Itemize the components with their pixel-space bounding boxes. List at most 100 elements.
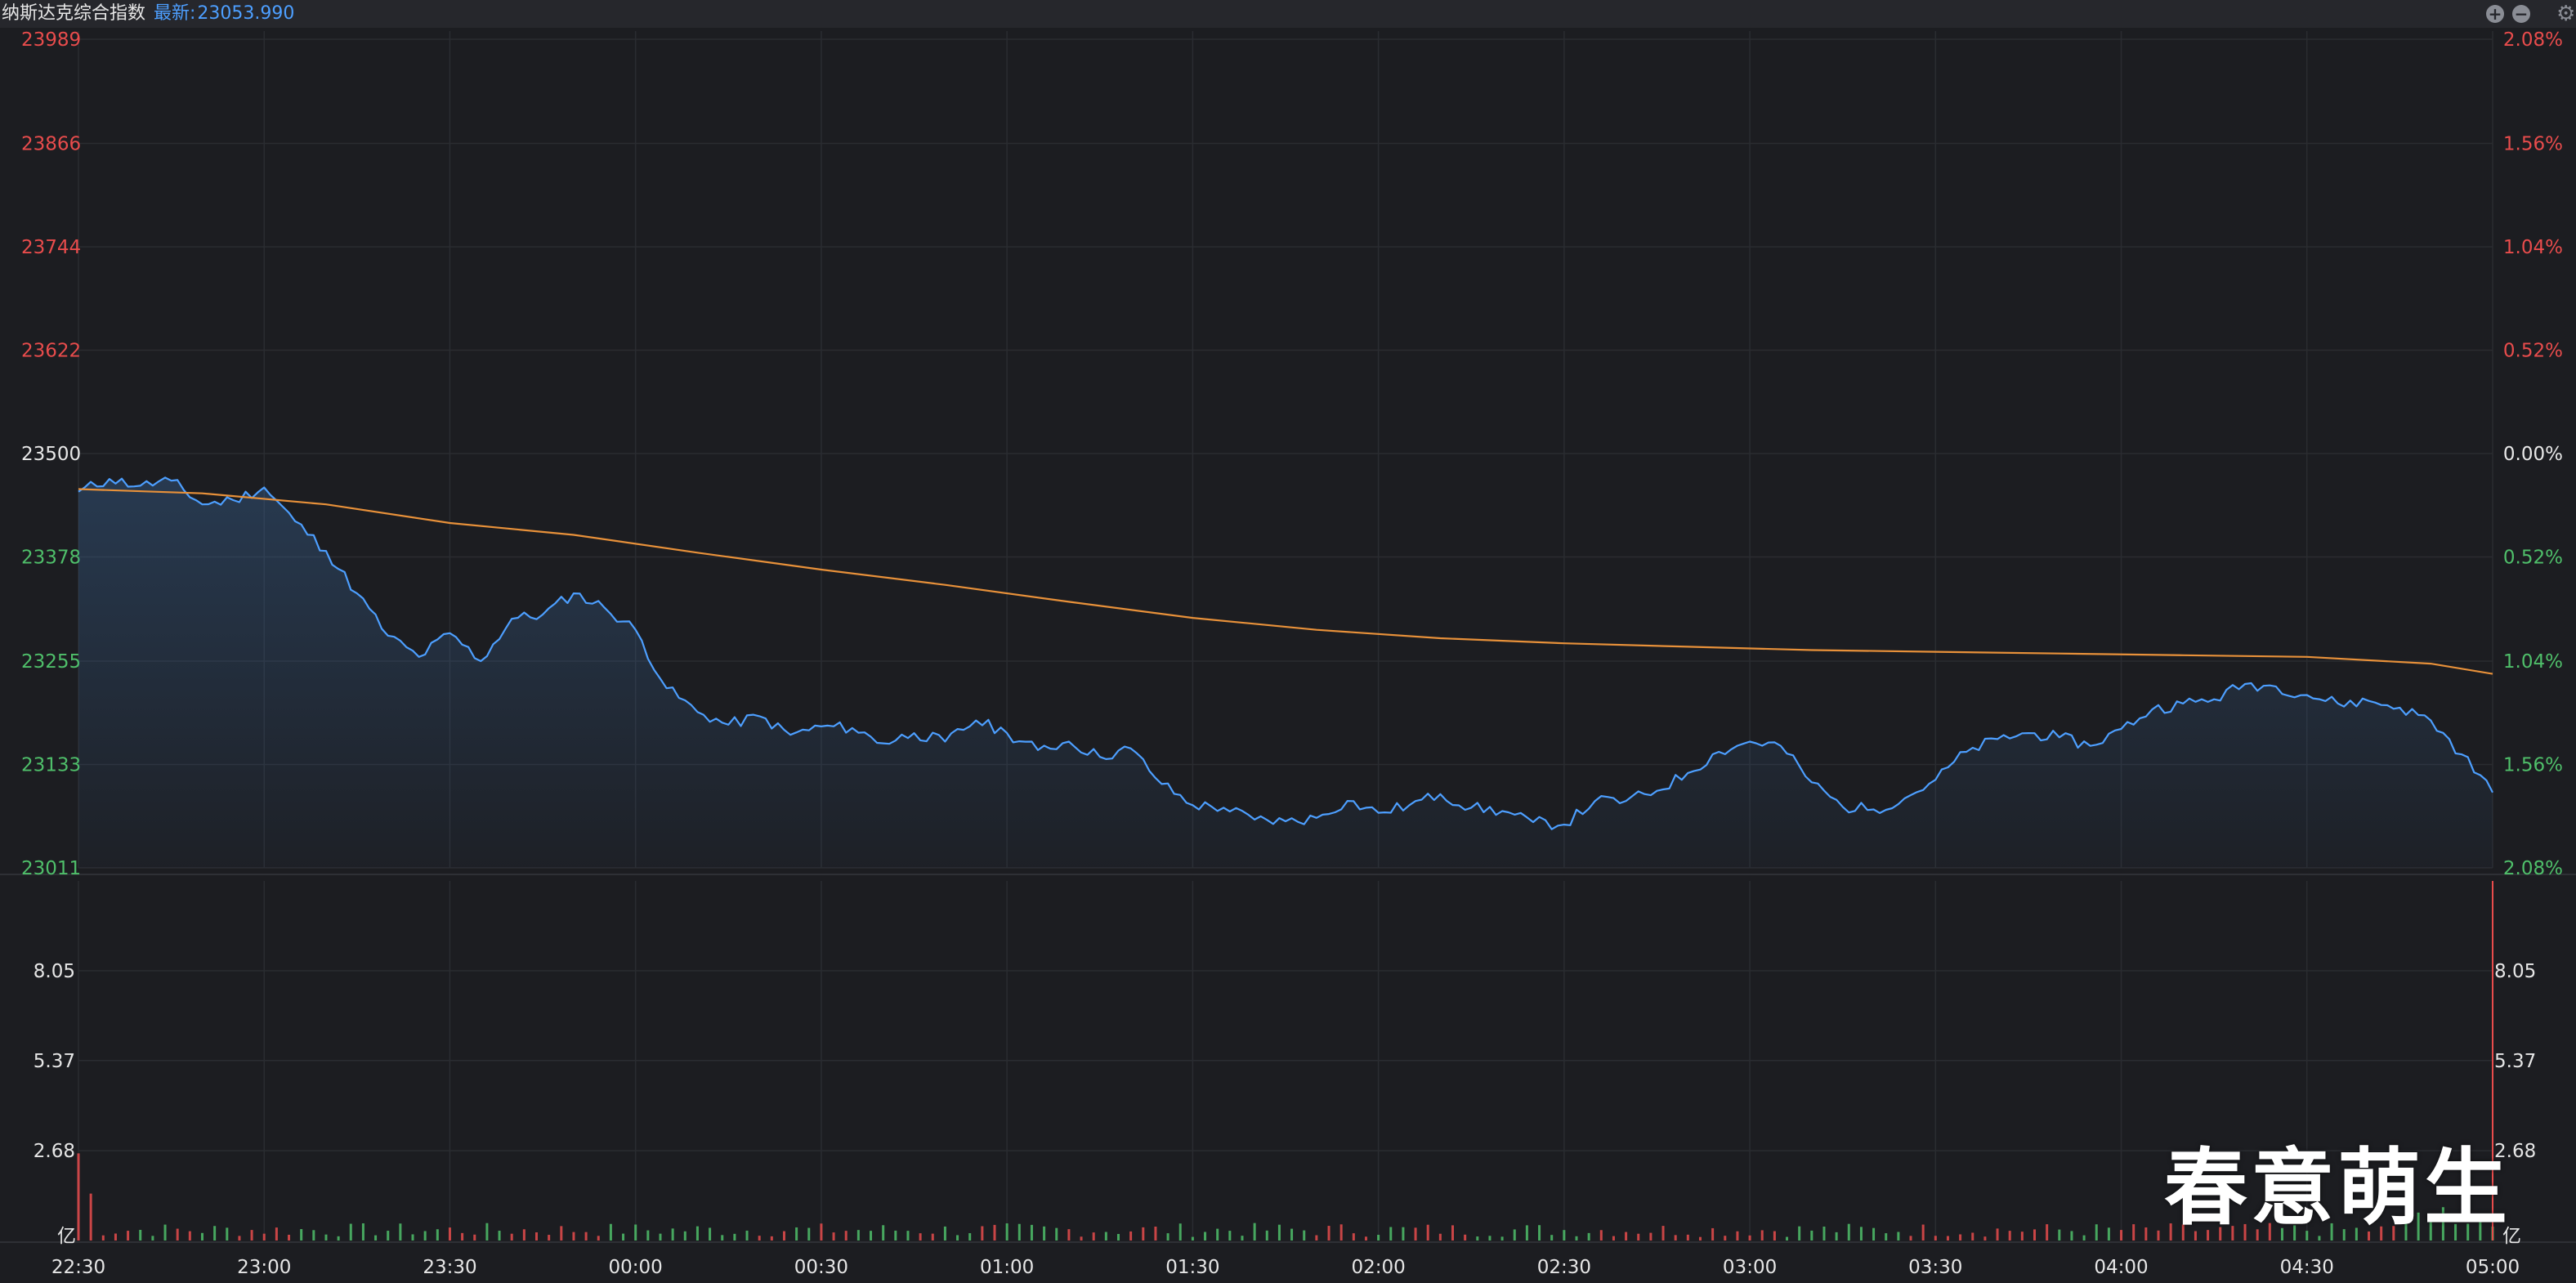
volume-bar [1637,1233,1640,1241]
volume-bar [1674,1235,1677,1241]
volume-bar [2095,1224,2098,1241]
time-tick-label: 23:00 [237,1257,291,1278]
volume-bar [1327,1226,1330,1241]
volume-bar [2219,1227,2222,1241]
volume-tick-label: 2.68 [2494,1141,2536,1162]
volume-bar [1154,1226,1157,1241]
volume-bar [1686,1234,1689,1241]
gear-icon[interactable]: ⚙ [2556,2,2576,26]
volume-bar [324,1234,328,1241]
volume-bar [2256,1229,2259,1241]
volume-bar [1055,1227,1058,1241]
latest-value: 23053.990 [197,3,295,24]
volume-bar [931,1233,934,1241]
volume-bar [609,1223,612,1241]
volume-bar [2318,1236,2321,1241]
volume-bar [374,1235,378,1241]
volume-bar [1538,1225,1541,1241]
volume-bar [213,1226,217,1241]
volume-bar [2243,1223,2247,1241]
volume-bar [1178,1223,1182,1241]
volume-bar [2231,1226,2234,1241]
volume-bar [1835,1232,1838,1241]
volume-bar [2466,1223,2470,1241]
volume-tick-label: 5.37 [2494,1051,2536,1072]
volume-bar [1859,1227,1863,1241]
time-tick-label: 01:30 [1165,1257,1219,1278]
volume-bar [114,1233,117,1241]
plus-circle-icon[interactable]: + [2486,5,2504,23]
volume-bar [101,1235,105,1241]
volume-bar [262,1233,266,1241]
volume-bar [1142,1227,1145,1241]
volume-bar [1525,1225,1528,1241]
volume-bar [956,1235,959,1241]
volume-tick-label: 2.68 [34,1141,75,1162]
volume-bar [2082,1235,2086,1241]
price-tick-label: 23011 [21,858,81,879]
volume-bar [1921,1224,1925,1241]
volume-bar [1599,1230,1603,1241]
volume-bar [2132,1224,2135,1241]
volume-bar [349,1223,352,1241]
time-tick-label: 02:30 [1537,1257,1591,1278]
time-tick-label: 04:30 [2280,1257,2334,1278]
volume-bar [597,1236,600,1241]
volume-bar [2046,1224,2049,1241]
volume-bar [1228,1231,1232,1241]
volume-bar [312,1230,315,1241]
volume-bar [361,1223,364,1241]
volume-bar [1067,1229,1071,1241]
volume-bar [1092,1232,1095,1241]
volume-bar [226,1227,229,1241]
volume-bar [238,1236,241,1241]
price-tick-label: 23622 [21,341,81,362]
volume-bar [1773,1231,1776,1241]
volume-bar [560,1226,563,1241]
volume-bar [1934,1236,1937,1241]
volume-bar [634,1224,637,1241]
volume-bar [844,1231,847,1241]
volume-bar [2120,1230,2123,1241]
volume-bar [1129,1231,1133,1241]
volume-bar [1352,1233,1355,1241]
volume-bar [2441,1207,2444,1241]
volume-tick-label: 5.37 [34,1051,75,1072]
volume-bar [1575,1236,1578,1241]
volume-bar [1736,1231,1739,1241]
volume-bar [1030,1224,1033,1241]
percent-tick-label: 1.56% [2503,755,2563,776]
volume-bar [683,1231,686,1241]
volume-bar [1451,1225,1455,1241]
minus-circle-icon[interactable]: − [2512,5,2530,23]
volume-bar [1476,1236,1479,1241]
percent-tick-label: 0.52% [2503,547,2563,568]
time-tick-label: 00:00 [609,1257,663,1278]
volume-bar [485,1223,489,1241]
volume-bar [473,1234,476,1241]
volume-bar [1897,1232,1900,1241]
volume-bar [1414,1227,1417,1241]
volume-bar [832,1232,835,1241]
volume-bar [1500,1236,1504,1241]
volume-bar [461,1232,464,1241]
volume-bar [2268,1223,2271,1241]
volume-bars [77,1153,2494,1241]
price-area [78,477,2493,868]
volume-bar [1612,1236,1615,1241]
volume-bar [1191,1236,1194,1241]
volume-bar [2293,1225,2296,1241]
volume-bar [807,1227,811,1241]
volume-bar [151,1236,154,1241]
latest-label: 最新: [154,3,196,24]
volume-bar [2070,1231,2073,1241]
volume-bar [1563,1230,1566,1241]
volume-bar [2033,1229,2036,1241]
volume-bar [1377,1235,1380,1241]
volume-bar [1550,1235,1554,1241]
volume-bar [1847,1223,1850,1241]
volume-bar [127,1231,130,1241]
volume-bar [1253,1223,1256,1241]
volume-bar [1513,1229,1516,1241]
volume-bar [2479,1216,2482,1241]
